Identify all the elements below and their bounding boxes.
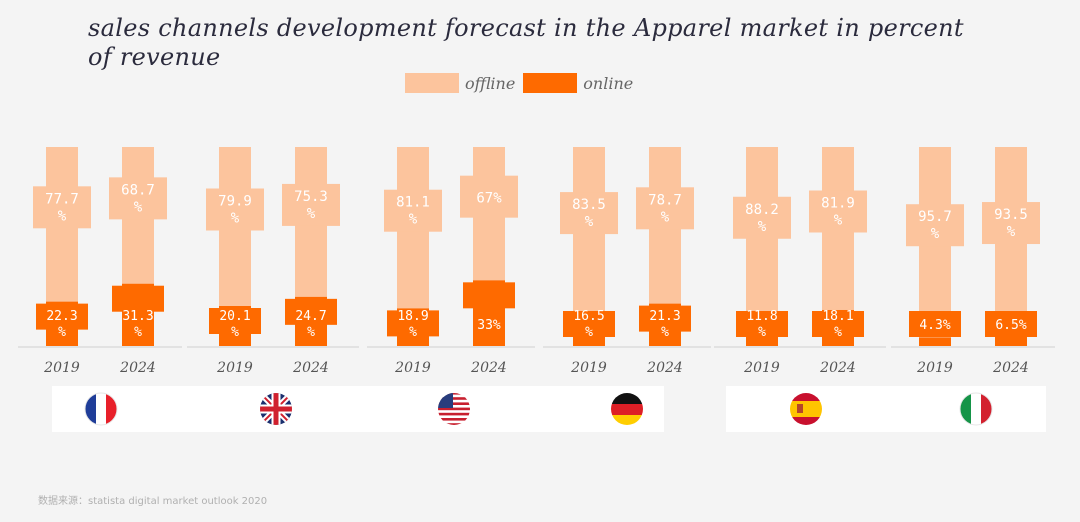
uk-flag-icon bbox=[260, 393, 292, 425]
offline-label-pad-france-2019 bbox=[33, 186, 91, 229]
online-value-label-united-states-2019: 18.9% bbox=[397, 309, 428, 340]
offline-value-label-spain-2019: 88.2% bbox=[745, 202, 779, 235]
online-value-label-france-2019: 22.3% bbox=[46, 309, 77, 340]
offline-label-pad-united-states-2019 bbox=[384, 189, 442, 232]
offline-value-label-united-kingdom-2024: 75.3% bbox=[294, 189, 328, 222]
offline-value-label-france-2019: 77.7% bbox=[45, 191, 79, 224]
offline-label-pad-spain-2019 bbox=[733, 196, 791, 239]
year-label-italy-2019: 2019 bbox=[916, 360, 953, 376]
online-value-label-italy-2024: 6.5% bbox=[995, 318, 1026, 333]
online-label-pad-france-2019 bbox=[36, 303, 88, 330]
online-label-pad-italy-2024 bbox=[985, 311, 1037, 337]
online-value-label-united-kingdom-2019: 20.1% bbox=[219, 309, 250, 340]
offline-label-pad-germany-2019 bbox=[560, 192, 618, 235]
legend-label-online: online bbox=[583, 73, 634, 93]
online-value-label-germany-2024: 21.3% bbox=[649, 309, 680, 340]
online-label-pad-germany-2024 bbox=[639, 305, 691, 332]
online-label-pad-united-kingdom-2024 bbox=[285, 298, 337, 325]
online-label-pad-spain-2024 bbox=[812, 311, 864, 337]
italy-flag-icon bbox=[959, 392, 993, 426]
france-flag-icon bbox=[84, 392, 118, 426]
online-value-label-spain-2019: 11.8% bbox=[746, 309, 777, 340]
offline-value-label-spain-2024: 81.9% bbox=[821, 195, 855, 228]
online-label-pad-united-kingdom-2019 bbox=[209, 308, 261, 335]
online-label-pad-united-states-2024 bbox=[463, 282, 515, 309]
online-value-label-germany-2019: 16.5% bbox=[573, 309, 604, 340]
year-label-germany-2019: 2019 bbox=[570, 360, 607, 376]
online-label-pad-spain-2019 bbox=[736, 311, 788, 337]
usa-flag-icon bbox=[438, 393, 470, 425]
online-value-label-united-states-2024: 33% bbox=[477, 318, 501, 333]
chart-title: sales channels development forecast in t… bbox=[88, 14, 964, 71]
online-value-label-italy-2019: 4.3% bbox=[919, 318, 950, 333]
year-label-spain-2024: 2024 bbox=[819, 360, 856, 376]
spain-flag-icon bbox=[790, 393, 822, 425]
legend: offline online bbox=[405, 70, 641, 96]
online-value-label-united-kingdom-2024: 24.7% bbox=[295, 309, 326, 340]
year-label-italy-2024: 2024 bbox=[992, 360, 1029, 376]
online-value-label-france-2024: 31.3% bbox=[122, 309, 153, 340]
legend-label-offline: offline bbox=[465, 73, 516, 93]
offline-value-label-united-states-2024: 67% bbox=[476, 191, 502, 207]
offline-value-label-united-states-2019: 81.1% bbox=[396, 195, 430, 228]
year-label-france-2024: 2024 bbox=[119, 360, 156, 376]
year-label-spain-2019: 2019 bbox=[743, 360, 780, 376]
year-label-united-kingdom-2019: 2019 bbox=[216, 360, 253, 376]
year-label-france-2019: 2019 bbox=[43, 360, 80, 376]
legend-swatch-online bbox=[523, 73, 578, 93]
online-label-pad-united-states-2019 bbox=[387, 310, 439, 337]
germany-flag-icon bbox=[611, 393, 643, 425]
offline-value-label-germany-2024: 78.7% bbox=[648, 192, 682, 225]
offline-label-pad-italy-2019 bbox=[906, 204, 964, 247]
year-label-united-states-2019: 2019 bbox=[394, 360, 431, 376]
year-label-germany-2024: 2024 bbox=[646, 360, 683, 376]
legend-swatch-offline bbox=[405, 73, 459, 93]
year-label-united-states-2024: 2024 bbox=[470, 360, 507, 376]
offline-value-label-italy-2024: 93.5% bbox=[994, 207, 1028, 240]
source-note: 数据来源：statista digital market outlook 202… bbox=[38, 496, 268, 507]
offline-label-pad-united-kingdom-2024 bbox=[282, 183, 340, 226]
offline-label-pad-germany-2024 bbox=[636, 187, 694, 230]
offline-value-label-italy-2019: 95.7% bbox=[918, 209, 952, 242]
year-label-united-kingdom-2024: 2024 bbox=[292, 360, 329, 376]
online-label-pad-france-2024 bbox=[112, 285, 164, 312]
offline-value-label-germany-2019: 83.5% bbox=[572, 197, 606, 230]
flag-panel-right bbox=[726, 386, 1046, 432]
offline-label-pad-united-states-2024 bbox=[460, 175, 518, 218]
offline-label-pad-spain-2024 bbox=[809, 190, 867, 233]
offline-value-label-united-kingdom-2019: 79.9% bbox=[218, 194, 252, 227]
online-value-label-spain-2024: 18.1% bbox=[822, 309, 853, 340]
offline-label-pad-italy-2024 bbox=[982, 202, 1040, 245]
offline-label-pad-united-kingdom-2019 bbox=[206, 188, 264, 231]
online-label-pad-italy-2019 bbox=[909, 311, 961, 337]
online-label-pad-germany-2019 bbox=[563, 311, 615, 337]
offline-label-pad-france-2024 bbox=[109, 177, 167, 220]
offline-value-label-france-2024: 68.7% bbox=[121, 182, 155, 215]
online-bar-italy-2019 bbox=[919, 337, 951, 346]
flag-panel-left bbox=[52, 386, 664, 432]
